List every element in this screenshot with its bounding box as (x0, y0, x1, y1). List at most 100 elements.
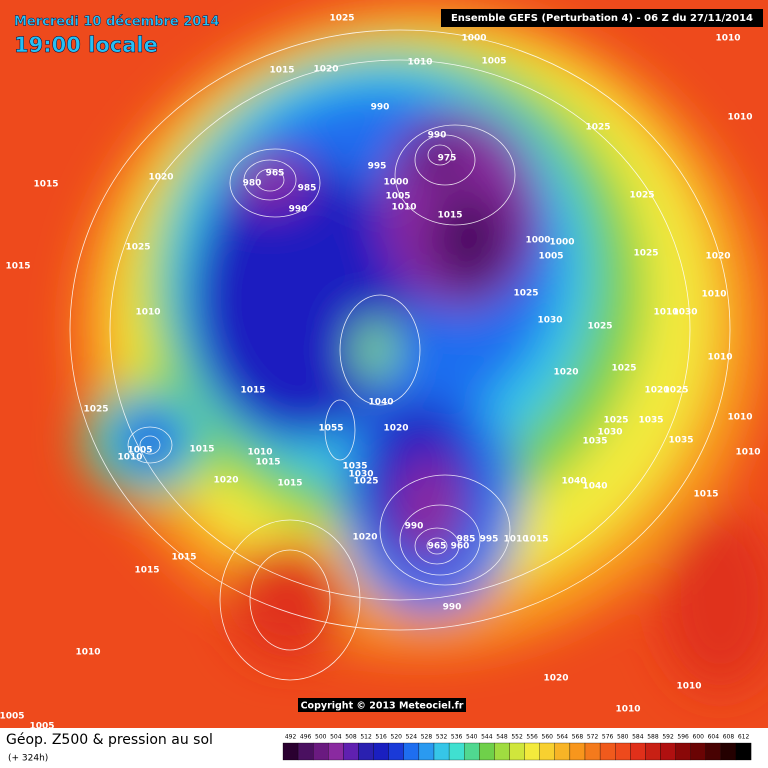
pressure-label: 995 (480, 535, 499, 545)
scale-swatch (509, 742, 525, 761)
scale-swatch (584, 742, 601, 761)
pressure-label: 1010 (75, 648, 100, 658)
scale-swatch (539, 742, 555, 761)
scale-swatch (388, 742, 404, 761)
pressure-label: 975 (438, 154, 457, 164)
scale-label: 588 (647, 734, 659, 741)
pressure-label: 1000 (525, 236, 550, 246)
pressure-label: 990 (371, 103, 390, 113)
scale-swatch (313, 742, 329, 761)
pressure-label: 1020 (352, 533, 377, 543)
pressure-label: 1040 (561, 477, 586, 487)
scale-label: 568 (572, 734, 584, 741)
isobars (69, 29, 731, 681)
pressure-label: 1005 (0, 712, 25, 722)
scale-swatch (282, 742, 299, 761)
scale-swatch (403, 742, 420, 761)
pressure-label: 1000 (549, 238, 574, 248)
scale-label: 496 (300, 734, 312, 741)
run-info: Ensemble GEFS (Perturbation 4) - 06 Z du… (451, 13, 753, 24)
scale-label: 504 (330, 734, 342, 741)
pressure-label: 1015 (255, 458, 280, 468)
pressure-label: 1020 (705, 252, 730, 262)
pressure-label: 1025 (585, 123, 610, 133)
scale-label: 600 (693, 734, 705, 741)
pressure-label: 1015 (523, 535, 548, 545)
pressure-label: 1020 (313, 65, 338, 75)
pressure-label: 1015 (437, 211, 462, 221)
pressure-label: 1055 (318, 424, 343, 434)
scale-swatch (524, 742, 540, 761)
pressure-label: 1015 (171, 553, 196, 563)
pressure-label: 1025 (633, 249, 658, 259)
pressure-label: 1040 (582, 482, 607, 492)
pressure-label: 1020 (553, 368, 578, 378)
pressure-label: 1025 (353, 477, 378, 487)
pressure-label: 1015 (33, 180, 58, 190)
scale-swatch (735, 742, 752, 761)
scale-swatch (705, 742, 722, 761)
scale-label: 516 (375, 734, 387, 741)
pressure-label: 1010 (117, 453, 142, 463)
scale-swatch (599, 742, 616, 761)
pressure-label: 1000 (461, 34, 486, 44)
scale-swatch (479, 742, 495, 761)
pressure-label: 1035 (342, 462, 367, 472)
pressure-label: 990 (443, 603, 462, 613)
pressure-label: 1035 (582, 437, 607, 447)
scale-label: 564 (557, 734, 569, 741)
pressure-label: 1015 (269, 66, 294, 76)
scale-swatch (569, 742, 586, 761)
date: Mercredi 10 décembre 2014 (14, 15, 219, 30)
scale-label: 552 (511, 734, 523, 741)
pressure-label: 1030 (672, 308, 697, 318)
scale-label: 612 (738, 734, 750, 741)
scale-swatch (554, 742, 571, 761)
pressure-label: 980 (243, 179, 262, 189)
pressure-label: 990 (428, 131, 447, 141)
pressure-label: 1005 (127, 446, 152, 456)
scale-swatch (373, 742, 389, 761)
scale-swatch (720, 742, 737, 761)
pressure-label: 1020 (644, 386, 669, 396)
scale-label: 540 (466, 734, 478, 741)
pressure-label: 965 (266, 169, 285, 179)
pressure-label: 1010 (707, 353, 732, 363)
pressure-label: 1020 (148, 173, 173, 183)
scale-swatch (645, 742, 661, 761)
pressure-label: 1010 (653, 308, 678, 318)
pressure-label: 1010 (135, 308, 160, 318)
scale-label: 572 (587, 734, 599, 741)
pressure-label: 1025 (83, 405, 108, 415)
scale-swatch (494, 742, 510, 761)
scale-label: 528 (421, 734, 433, 741)
pressure-label: 1025 (663, 386, 688, 396)
scale-swatch (343, 742, 359, 761)
pressure-label: 1010 (391, 203, 416, 213)
scale-label: 544 (481, 734, 493, 741)
scale-swatch (615, 742, 631, 761)
pressure-label: 1010 (247, 448, 272, 458)
scale-swatch (418, 742, 435, 761)
scale-swatch (660, 742, 676, 761)
geopotential-field (75, 5, 768, 690)
pressure-label: 1015 (189, 445, 214, 455)
pressure-label: 1030 (597, 428, 622, 438)
pressure-label: 1005 (385, 192, 410, 202)
footer-title: Géop. Z500 & pression au sol (6, 732, 213, 748)
scale-label: 608 (723, 734, 735, 741)
pressure-label: 1015 (240, 386, 265, 396)
pressure-label: 990 (289, 205, 308, 215)
scale-swatch (464, 742, 480, 761)
scale-label: 524 (406, 734, 418, 741)
pressure-label: 965 (428, 542, 447, 552)
pressure-label: 1005 (29, 722, 54, 732)
color-scale: 492 496 500 504 508 512 516 520 524 528 532 536 540 5… (282, 734, 752, 761)
pressure-label: 1025 (513, 289, 538, 299)
scale-label: 512 (360, 734, 372, 741)
pressure-label: 1025 (629, 191, 654, 201)
pressure-label: 1030 (348, 470, 373, 480)
pressure-label: 1015 (693, 490, 718, 500)
